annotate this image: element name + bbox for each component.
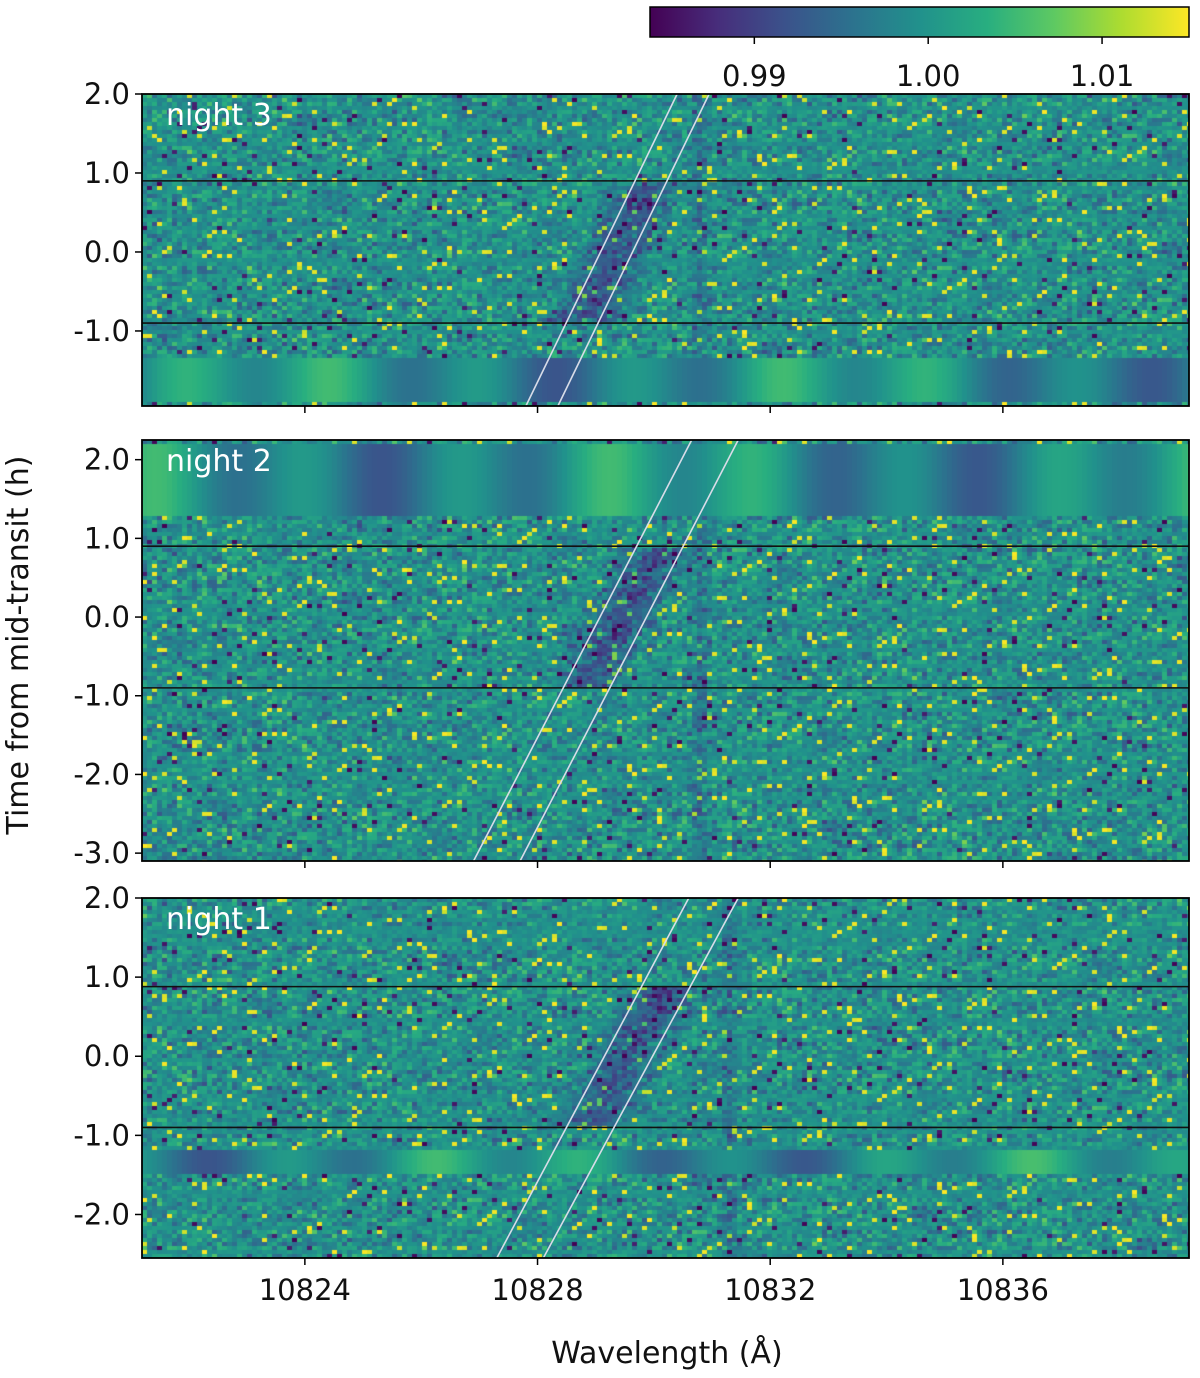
colorbar-ticks: 0.99 1.00 1.01 (722, 37, 1134, 93)
y-axis-label: Time from mid-transit (h) (1, 456, 36, 836)
panel-frame (141, 897, 1190, 1259)
y-tick-label: 1.0 (84, 521, 130, 555)
planet-track-line (525, 93, 678, 407)
x-axis-label: Wavelength (Å) (551, 1335, 782, 1371)
heatmap-image (142, 898, 1189, 1258)
y-tick-label: 1.0 (84, 960, 130, 994)
y-tick-label: 1.0 (84, 156, 130, 190)
panel-night-2: 2.0 1.0 0.0 -1.0 -2.0 -3.0 night 2 (73, 439, 1190, 870)
night-label: night 3 (166, 98, 272, 133)
y-tick-label: 0.0 (84, 1039, 130, 1073)
y-tick-label: -1.0 (73, 314, 130, 348)
heatmap-canvas (142, 94, 1189, 406)
night-label: night 1 (166, 902, 272, 937)
heatmap-image (142, 94, 1189, 406)
y-tick-label: -1.0 (73, 1118, 130, 1152)
y-tick-label: -1.0 (73, 679, 130, 713)
x-tick-label: 10836 (957, 1273, 1049, 1307)
colorbar-gradient (649, 6, 1190, 38)
x-tick-label: 10828 (491, 1273, 583, 1307)
colorbar-tick-label: 1.00 (896, 59, 961, 93)
heatmap-canvas (142, 898, 1189, 1258)
panel-night-3: 2.0 1.0 0.0 -1.0 night 3 (73, 77, 1190, 413)
y-tick-label: 2.0 (84, 77, 130, 111)
planet-track-line (557, 93, 710, 407)
y-tick-label: 2.0 (84, 881, 130, 915)
y-tick-label: -2.0 (73, 757, 130, 791)
panel-frame (141, 439, 1190, 862)
planet-track-line (472, 439, 693, 862)
y-tick-label: 2.0 (84, 443, 130, 477)
planet-track-line (519, 439, 739, 862)
y-tick-label: -2.0 (73, 1197, 130, 1231)
x-tick-label: 10824 (259, 1273, 351, 1307)
heatmap-image (142, 440, 1189, 861)
panel-frame (141, 93, 1190, 407)
panel-night-1: 2.0 1.0 0.0 -1.0 -2.0 10824 10828 10832 10836 nig… (73, 881, 1190, 1307)
night-label: night 2 (166, 444, 272, 479)
planet-track-line (542, 897, 739, 1259)
y-tick-label: 0.0 (84, 600, 130, 634)
x-tick-label: 10832 (724, 1273, 816, 1307)
planet-track-line (496, 897, 690, 1259)
y-tick-label: -3.0 (73, 836, 130, 870)
colorbar-tick-label: 0.99 (722, 59, 787, 93)
y-tick-label: 0.0 (84, 235, 130, 269)
colorbar: 0.99 1.00 1.01 (649, 6, 1190, 93)
heatmap-canvas (142, 440, 1189, 861)
colorbar-tick-label: 1.01 (1070, 59, 1135, 93)
